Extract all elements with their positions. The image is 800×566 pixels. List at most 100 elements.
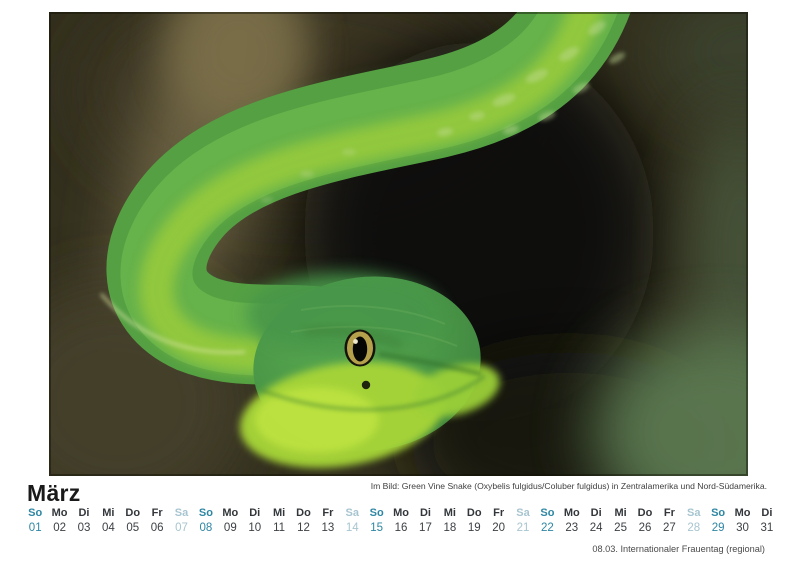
date-label: 21: [516, 522, 530, 534]
calendar-day-21: Sa 21: [511, 506, 535, 536]
weekday-label: Sa: [174, 507, 189, 519]
scale-speckles: [261, 20, 626, 203]
date-label: 01: [28, 522, 42, 534]
weekday-label: Mo: [393, 507, 409, 519]
weekday-label: Do: [637, 507, 653, 519]
weekday-label: Di: [419, 507, 431, 519]
date-label: 31: [760, 522, 774, 534]
calendar-day-29: So 29: [706, 506, 730, 536]
date-label: 12: [297, 522, 310, 534]
weekday-label: Fr: [151, 507, 163, 519]
calendar-day-19: Do 19: [462, 506, 486, 536]
date-label: 26: [638, 522, 652, 534]
calendar-day-31: Di 31: [755, 506, 779, 536]
date-label: 20: [492, 522, 506, 534]
calendar-day-16: Mo 16: [389, 506, 413, 536]
calendar-day-24: Di 24: [584, 506, 608, 536]
calendar-day-28: Sa 28: [682, 506, 706, 536]
calendar-day-02: Mo 02: [47, 506, 71, 536]
calendar-day-20: Fr 20: [486, 506, 510, 536]
date-label: 14: [345, 522, 359, 534]
weekday-label: Di: [78, 507, 90, 519]
date-label: 29: [711, 522, 725, 534]
weekday-label: So: [28, 507, 43, 519]
weekday-label: So: [369, 507, 384, 519]
snake-head: [239, 272, 500, 468]
weekday-label: Mo: [734, 507, 751, 519]
calendar-day-07: Sa 07: [169, 506, 193, 536]
calendar-day-12: Do 12: [291, 506, 315, 536]
date-label: 13: [321, 522, 335, 534]
month-title: März: [27, 480, 81, 506]
date-label: 19: [467, 522, 481, 534]
weekday-label: Di: [590, 507, 602, 519]
calendar-day-25: Mi 25: [608, 506, 632, 536]
calendar-day-05: Do 05: [121, 506, 145, 536]
weekday-label: Fr: [493, 507, 505, 519]
calendar-day-30: Mo 30: [730, 506, 754, 536]
calendar-day-26: Do 26: [633, 506, 657, 536]
calendar-day-18: Mi 18: [438, 506, 462, 536]
weekday-label: Mo: [222, 507, 239, 519]
date-label: 16: [394, 522, 408, 534]
weekday-label: Mo: [51, 507, 68, 519]
date-label: 08: [199, 522, 213, 534]
date-label: 17: [419, 522, 432, 534]
calendar-day-23: Mo 23: [560, 506, 584, 536]
weekday-label: Mi: [102, 507, 115, 519]
calendar-row: So 01 Mo 02 Di 03 Mi 04 Do 05 Fr 06 Sa 07 So 08 Mo 09 Di 10…: [23, 506, 779, 536]
calendar-day-17: Di 17: [413, 506, 437, 536]
date-label: 11: [273, 522, 286, 534]
calendar-day-15: So 15: [364, 506, 388, 536]
weekday-label: Do: [125, 507, 141, 519]
date-label: 06: [150, 522, 164, 534]
weekday-label: Mo: [563, 507, 580, 519]
weekday-label: Sa: [516, 507, 530, 519]
weekday-label: Do: [296, 507, 311, 519]
march-photo-green-vine-snake: [49, 12, 748, 476]
weekday-label: Sa: [345, 507, 359, 519]
weekday-label: Fr: [663, 507, 675, 519]
calendar-day-13: Fr 13: [316, 506, 340, 536]
calendar-day-09: Mo 09: [218, 506, 242, 536]
date-label: 02: [53, 522, 66, 534]
weekday-label: Fr: [322, 507, 334, 519]
weekday-label: Mi: [443, 507, 456, 519]
calendar-day-11: Mi 11: [267, 506, 291, 536]
date-label: 28: [687, 522, 701, 534]
date-label: 22: [541, 522, 554, 534]
date-label: 27: [662, 522, 676, 534]
calendar-day-06: Fr 06: [145, 506, 169, 536]
date-label: 25: [614, 522, 627, 534]
date-label: 23: [565, 522, 579, 534]
weekday-label: Sa: [687, 507, 701, 519]
holiday-note: 08.03. Internationaler Frauentag (region…: [592, 544, 765, 554]
snake-body: [99, 12, 627, 365]
calendar-day-10: Di 10: [243, 506, 267, 536]
weekday-label: So: [198, 507, 213, 519]
date-label: 03: [77, 522, 91, 534]
date-label: 30: [736, 522, 749, 534]
weekday-label: Di: [761, 507, 773, 519]
snake-eye: [344, 329, 376, 367]
scale-spot: [361, 380, 371, 390]
date-label: 24: [589, 522, 603, 534]
date-label: 15: [370, 522, 384, 534]
date-label: 07: [175, 522, 188, 534]
calendar-day-22: So 22: [535, 506, 559, 536]
calendar-day-03: Di 03: [72, 506, 96, 536]
weekday-label: So: [540, 507, 555, 519]
calendar-day-14: Sa 14: [340, 506, 364, 536]
date-label: 05: [126, 522, 140, 534]
date-label: 04: [101, 522, 115, 534]
photo-edge-vignette: [49, 12, 748, 476]
date-label: 09: [223, 522, 237, 534]
weekday-label: Do: [466, 507, 482, 519]
calendar-day-08: So 08: [194, 506, 218, 536]
calendar-day-04: Mi 04: [96, 506, 120, 536]
calendar-day-27: Fr 27: [657, 506, 681, 536]
snake-illustration: [49, 12, 748, 476]
weekday-label: Mi: [614, 507, 627, 519]
weekday-label: Di: [249, 507, 261, 519]
photo-caption: Im Bild: Green Vine Snake (Oxybelis fulg…: [370, 481, 767, 491]
